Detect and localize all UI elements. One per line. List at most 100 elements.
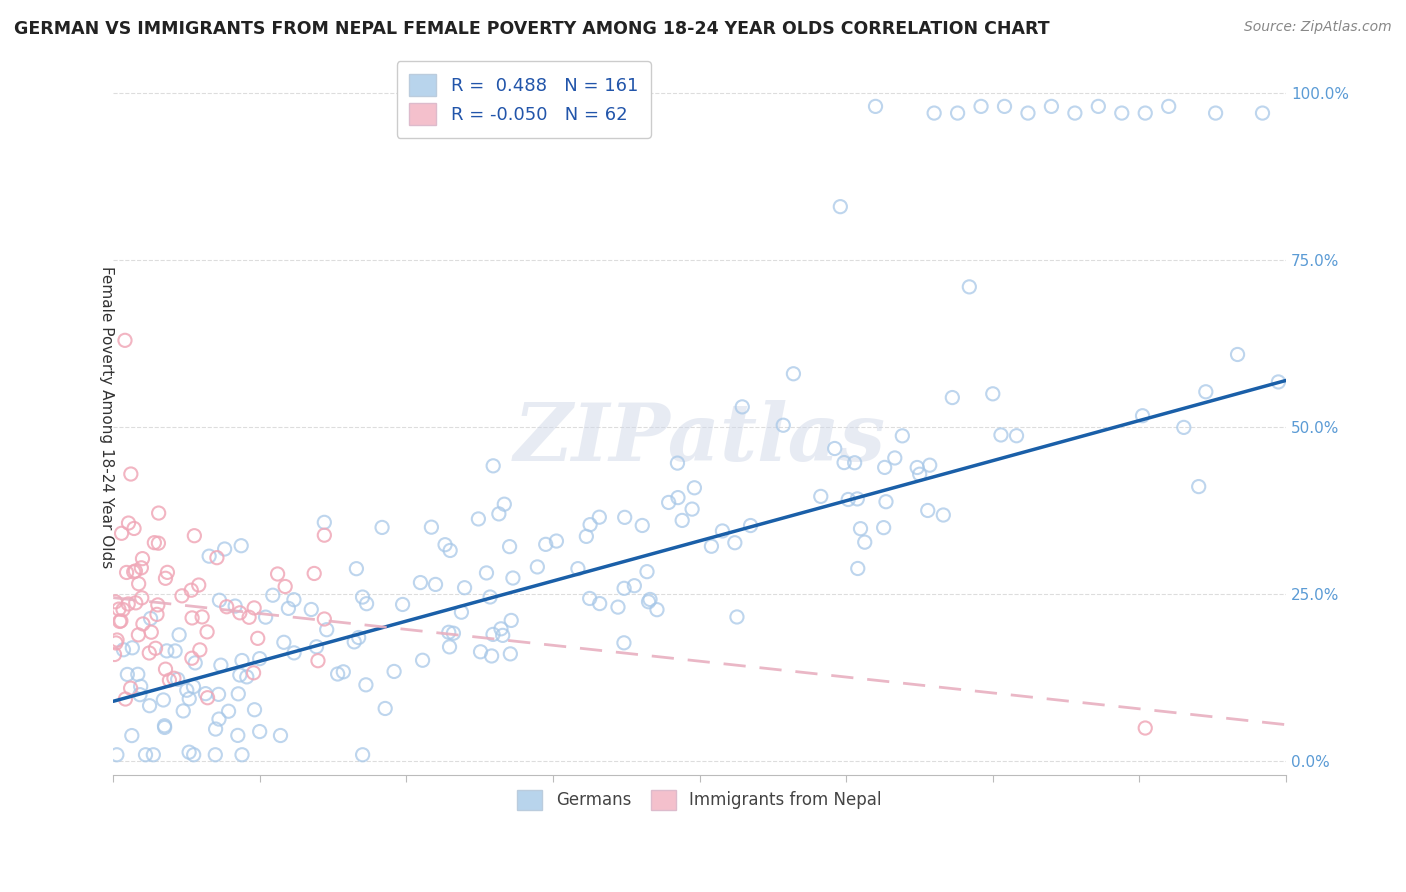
Point	[846, 491, 869, 506]
Point	[941, 391, 963, 405]
Point	[488, 507, 510, 521]
Point	[122, 521, 145, 535]
Point	[631, 518, 654, 533]
Point	[636, 565, 658, 579]
Point	[127, 667, 149, 681]
Point	[352, 590, 374, 604]
Point	[607, 600, 630, 615]
Point	[226, 687, 249, 701]
Point	[208, 593, 231, 607]
Point	[283, 592, 305, 607]
Point	[121, 640, 143, 655]
Point	[872, 521, 894, 535]
Point	[883, 450, 905, 465]
Point	[782, 367, 804, 381]
Point	[146, 607, 169, 622]
Point	[176, 683, 198, 698]
Point	[236, 670, 259, 684]
Point	[277, 601, 299, 615]
Point	[917, 503, 939, 517]
Point	[187, 578, 209, 592]
Legend: Germans, Immigrants from Nepal: Germans, Immigrants from Nepal	[510, 783, 889, 816]
Point	[1135, 721, 1157, 735]
Point	[613, 636, 636, 650]
Point	[434, 538, 457, 552]
Point	[1251, 106, 1274, 120]
Point	[772, 418, 794, 433]
Point	[891, 429, 914, 443]
Point	[853, 535, 876, 549]
Point	[1063, 106, 1085, 120]
Point	[666, 456, 689, 470]
Point	[700, 539, 723, 553]
Point	[873, 460, 896, 475]
Point	[148, 506, 170, 520]
Point	[143, 535, 166, 549]
Point	[439, 640, 461, 654]
Point	[371, 520, 394, 534]
Point	[204, 722, 226, 736]
Point	[191, 610, 214, 624]
Point	[127, 628, 149, 642]
Point	[623, 579, 645, 593]
Point	[179, 691, 201, 706]
Point	[970, 99, 993, 113]
Y-axis label: Female Poverty Among 18-24 Year Olds: Female Poverty Among 18-24 Year Olds	[100, 266, 114, 568]
Point	[681, 502, 703, 516]
Point	[740, 518, 762, 533]
Point	[181, 611, 204, 625]
Text: GERMAN VS IMMIGRANTS FROM NEPAL FEMALE POVERTY AMONG 18-24 YEAR OLDS CORRELATION: GERMAN VS IMMIGRANTS FROM NEPAL FEMALE P…	[14, 20, 1050, 37]
Point	[120, 681, 142, 695]
Point	[124, 564, 146, 578]
Point	[467, 512, 489, 526]
Point	[1226, 347, 1249, 361]
Point	[179, 745, 201, 759]
Point	[409, 575, 432, 590]
Point	[356, 597, 378, 611]
Point	[224, 599, 246, 613]
Point	[1017, 106, 1039, 120]
Point	[156, 644, 179, 658]
Point	[1087, 99, 1109, 113]
Point	[315, 623, 337, 637]
Point	[957, 280, 980, 294]
Point	[207, 687, 229, 701]
Point	[932, 508, 955, 522]
Point	[184, 656, 207, 670]
Point	[658, 495, 681, 509]
Point	[114, 334, 136, 348]
Point	[810, 490, 832, 504]
Point	[117, 597, 139, 611]
Point	[526, 560, 548, 574]
Point	[114, 692, 136, 706]
Point	[832, 456, 855, 470]
Point	[347, 631, 370, 645]
Point	[1267, 375, 1289, 389]
Point	[104, 595, 127, 609]
Point	[152, 693, 174, 707]
Point	[725, 610, 748, 624]
Point	[1205, 106, 1227, 120]
Point	[159, 673, 181, 688]
Point	[922, 106, 945, 120]
Point	[1040, 99, 1063, 113]
Point	[724, 535, 747, 549]
Point	[231, 653, 253, 667]
Point	[283, 646, 305, 660]
Point	[229, 606, 252, 620]
Point	[165, 644, 187, 658]
Point	[1173, 420, 1195, 434]
Point	[209, 658, 232, 673]
Point	[731, 400, 754, 414]
Point	[163, 671, 186, 685]
Point	[266, 566, 288, 581]
Point	[112, 642, 135, 657]
Point	[711, 524, 734, 538]
Point	[344, 562, 367, 576]
Point	[155, 662, 177, 676]
Point	[139, 611, 162, 625]
Point	[204, 747, 226, 762]
Point	[214, 541, 236, 556]
Point	[188, 643, 211, 657]
Point	[104, 636, 127, 650]
